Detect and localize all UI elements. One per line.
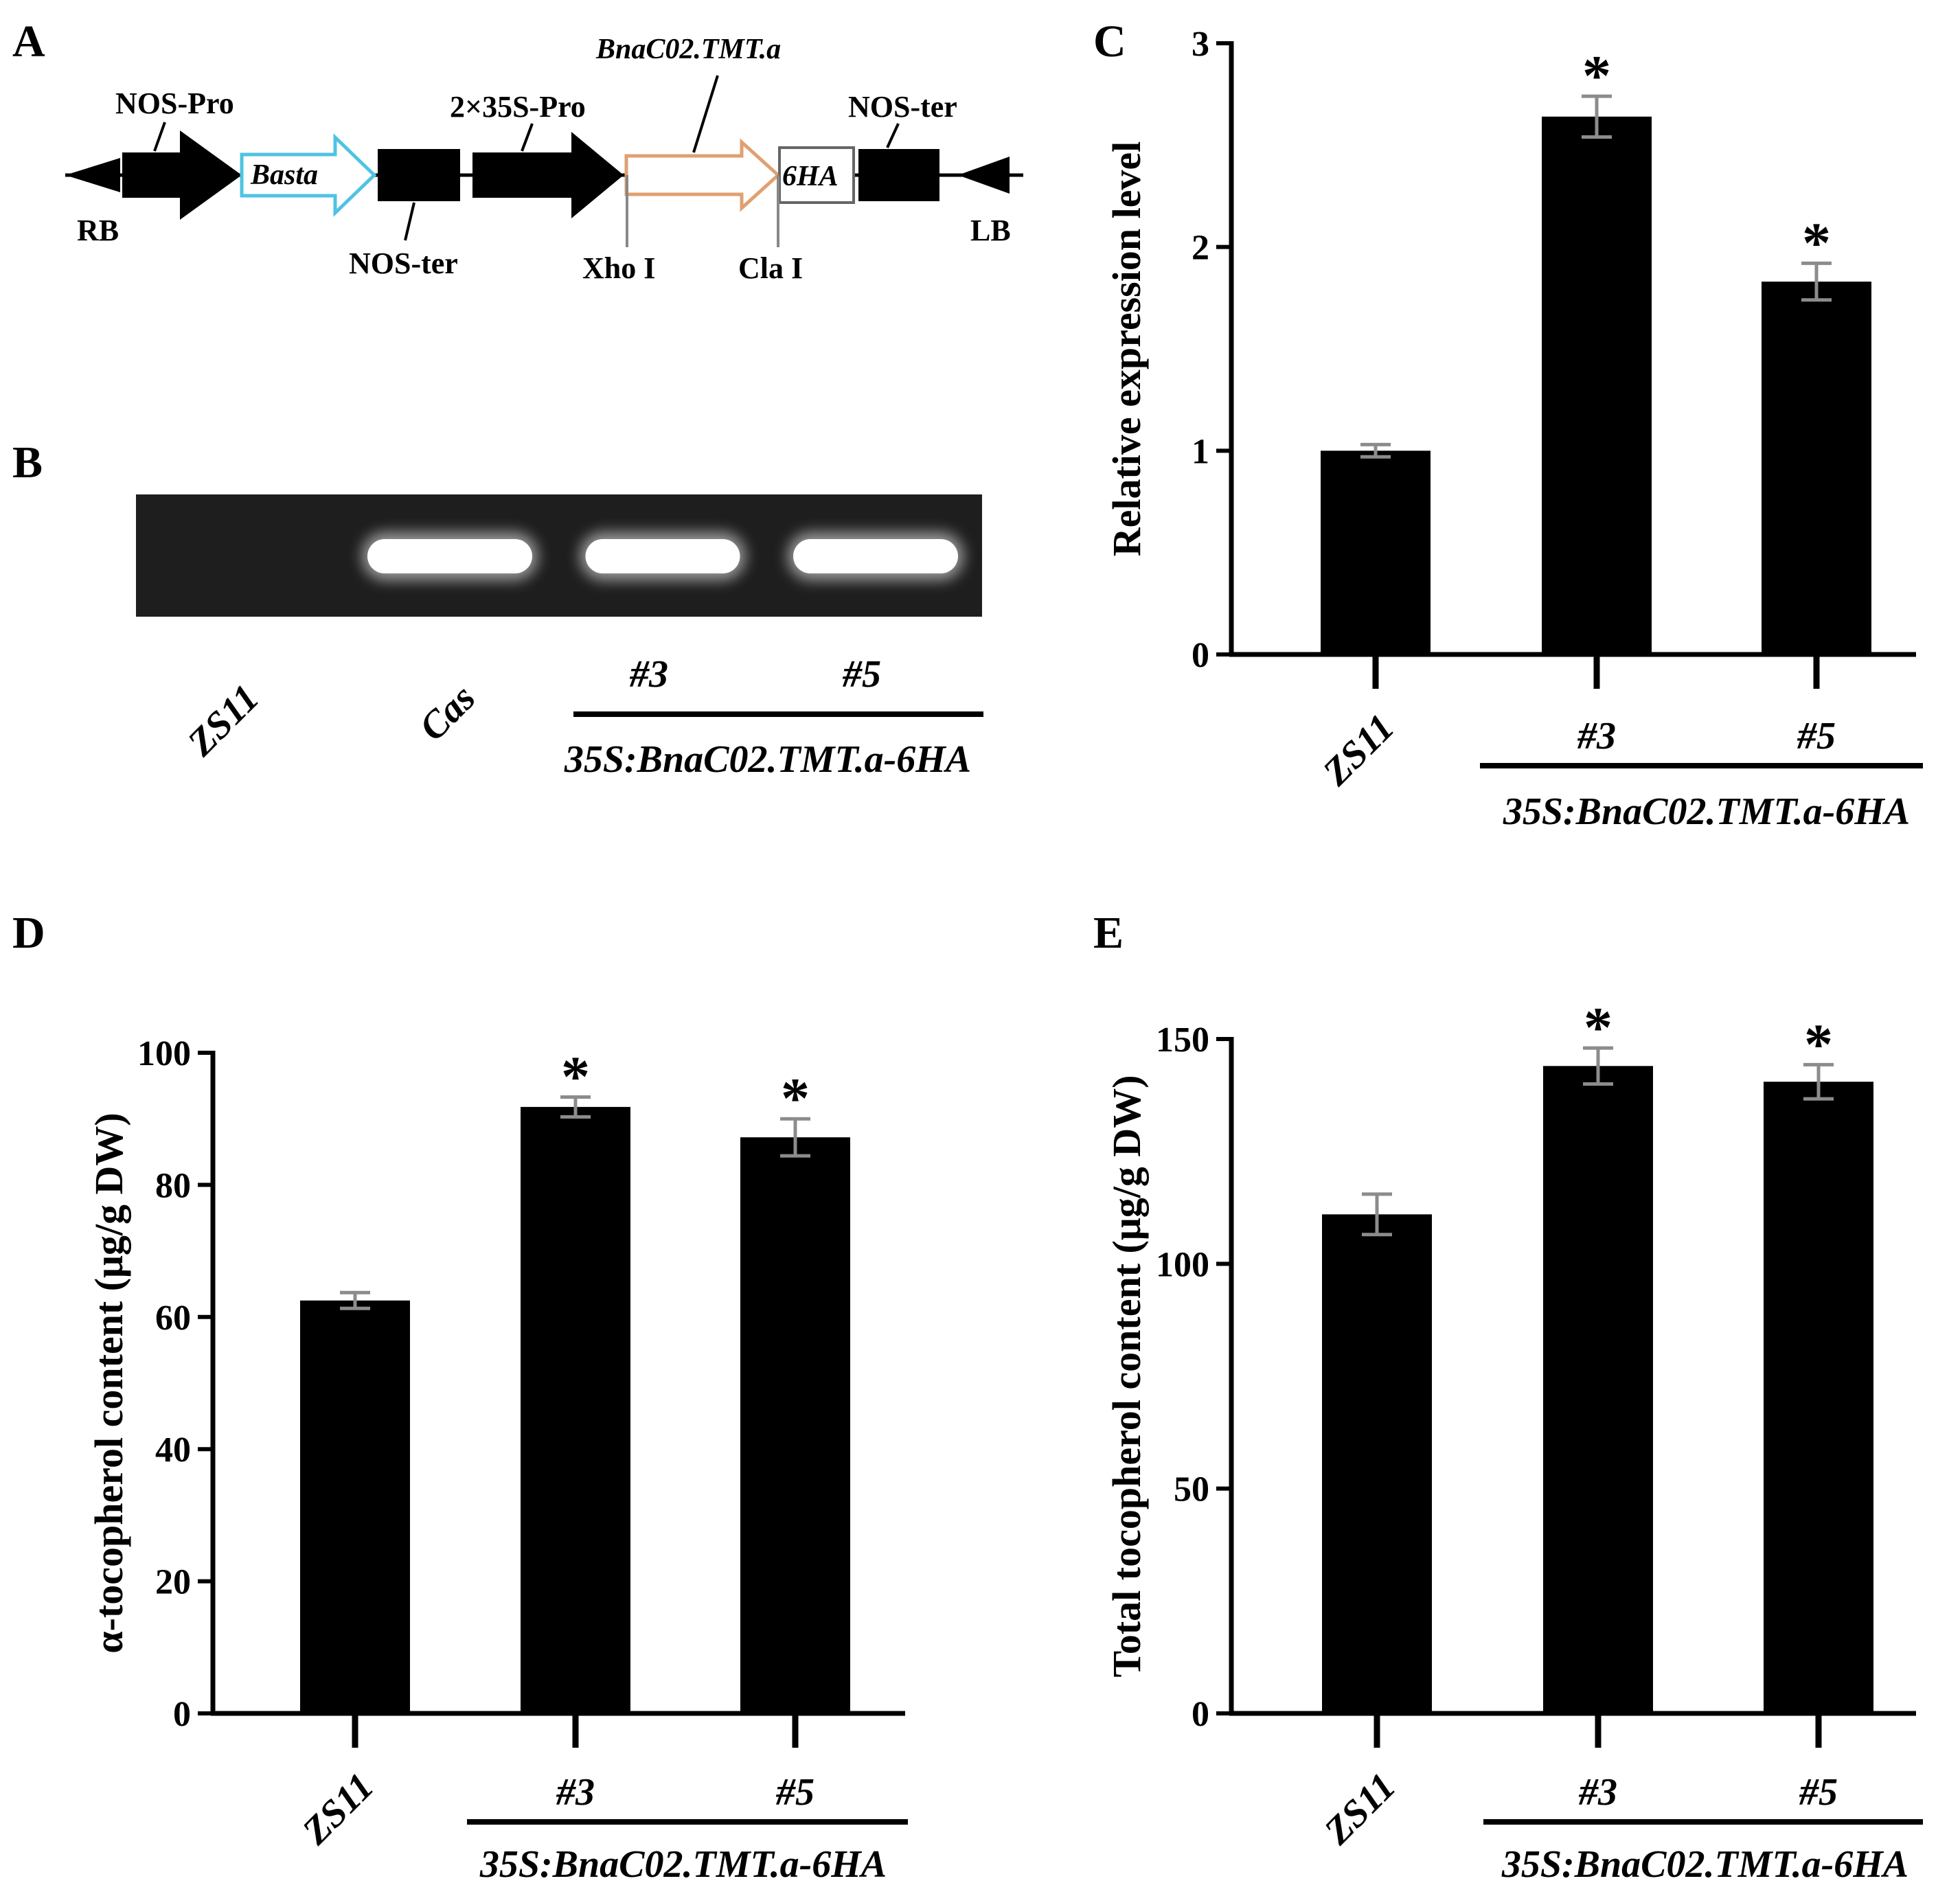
bar-line5 (1764, 1082, 1873, 1713)
nos-pro-arrow (122, 130, 242, 220)
y-tick-label: 1 (1192, 432, 1209, 471)
significance-star: * (1804, 1012, 1833, 1076)
nos-pro-label: NOS-Pro (115, 87, 234, 120)
gel-construct-label: 35S:BnaC02.TMT.a-6HA (564, 738, 971, 781)
lb-label: LB (970, 214, 1011, 247)
significance-star: * (1582, 44, 1611, 108)
pro-35s-arrow (472, 132, 624, 218)
xho-label: Xho I (582, 251, 655, 285)
panel-label-a: A (12, 16, 45, 67)
rb-label: RB (77, 214, 119, 247)
y-tick-label: 50 (1174, 1470, 1209, 1509)
y-axis-label: α-tocopherol content (μg/g DW) (87, 1113, 131, 1653)
construct-label: 35S:BnaC02.TMT.a-6HA (479, 1843, 887, 1886)
nos-ter-box-1 (378, 149, 460, 201)
y-tick-label: 100 (1156, 1245, 1209, 1284)
y-tick-label: 0 (1192, 1695, 1209, 1734)
nos-ter-bottom-label: NOS-ter (349, 247, 458, 280)
y-tick-label: 3 (1192, 25, 1209, 64)
tag-label: 6HA (782, 161, 839, 192)
error-bar (340, 1290, 370, 1310)
x-category-label: #5 (1797, 715, 1836, 757)
error-bar (1583, 1046, 1613, 1086)
bar-line3 (1543, 1066, 1653, 1713)
chart-c: 0 1 2 3 Relative expression level ZS11 * #3 * #5 3… (1104, 25, 1923, 833)
x-category-label: #5 (775, 1771, 814, 1814)
panel-label-c: C (1093, 16, 1126, 67)
y-tick-label: 150 (1156, 1020, 1209, 1060)
nos-ter-box-2 (858, 149, 939, 201)
y-axis-label: Total tocopherol content (μg/g DW) (1104, 1075, 1149, 1677)
bar-ZS11 (1321, 450, 1431, 654)
gene-leader (692, 75, 719, 153)
gel-image: ZS11 Cas #3 #5 35S:BnaC02.TMT.a-6HA (136, 494, 983, 781)
y-tick-label: 80 (155, 1166, 191, 1205)
lb-border-arrow (958, 157, 1010, 194)
tag-box (778, 146, 855, 204)
y-tick-label: 20 (155, 1563, 191, 1602)
nos-ter-top-label: NOS-ter (848, 90, 957, 124)
x-category-label: #5 (1799, 1771, 1838, 1814)
x-category-label: #3 (1578, 1771, 1617, 1814)
construct-label: 35S:BnaC02.TMT.a-6HA (1501, 1843, 1908, 1886)
x-category-label: ZS11 (294, 1765, 382, 1853)
basta-arrow (240, 133, 377, 217)
gel-band-2 (585, 539, 740, 573)
error-bar (1582, 94, 1612, 139)
gel-band-3 (793, 539, 958, 573)
error-bar (780, 1117, 810, 1158)
gel-lane-label: Cas (411, 676, 483, 749)
x-category-label: ZS11 (1316, 1765, 1404, 1853)
error-bar (1362, 1192, 1392, 1237)
error-bar (1801, 261, 1832, 302)
y-tick-label: 60 (155, 1299, 191, 1338)
nos-ter-top-leader (886, 123, 900, 148)
significance-star: * (781, 1066, 810, 1130)
nos-pro-leader (153, 122, 166, 152)
significance-star: * (561, 1045, 590, 1108)
bar-line3 (1542, 116, 1652, 655)
bar-line5 (740, 1137, 850, 1713)
gel-band-1 (367, 539, 532, 573)
error-bar (560, 1095, 591, 1119)
pro-35s-label: 2×35S-Pro (450, 90, 586, 124)
pro-35s-leader (521, 123, 534, 152)
chart-d: 0 20 40 60 80 100 α-tocopherol content (μg/g D… (87, 1034, 908, 1886)
error-bar (1803, 1062, 1834, 1101)
y-tick-label: 0 (1192, 636, 1209, 675)
cla-label: Cla I (738, 251, 803, 285)
gene-arrow (624, 138, 781, 212)
y-tick-label: 100 (137, 1034, 191, 1073)
construct-diagram: NOS-Pro Basta 2×35S-Pro BnaC02.TMT.a 6HA… (65, 34, 1023, 285)
significance-star: * (1584, 996, 1613, 1060)
error-bar (1360, 442, 1391, 459)
y-tick-label: 2 (1192, 229, 1209, 268)
bar-line3 (521, 1106, 630, 1713)
x-category-label: #3 (1577, 715, 1616, 757)
y-tick-label: 0 (173, 1695, 191, 1734)
x-category-label: #3 (556, 1771, 595, 1814)
y-tick-label: 40 (155, 1430, 191, 1470)
bar-line5 (1762, 282, 1871, 655)
gel-lane-label: #5 (842, 653, 881, 696)
bar-ZS11 (300, 1300, 410, 1713)
gene-label: BnaC02.TMT.a (595, 34, 781, 65)
panel-label-e: E (1093, 908, 1124, 958)
x-category-label: ZS11 (1314, 706, 1402, 794)
significance-star: * (1802, 211, 1831, 275)
panel-label-b: B (12, 437, 43, 488)
construct-label: 35S:BnaC02.TMT.a-6HA (1503, 790, 1910, 833)
bar-ZS11 (1322, 1214, 1432, 1713)
gel-lane-label: #3 (629, 653, 668, 696)
nos-ter-bottom-leader (404, 202, 415, 241)
basta-label: Basta (250, 159, 318, 191)
gel-lane-label: ZS11 (179, 676, 267, 764)
rb-border-arrow (65, 158, 120, 192)
panel-label-d: D (12, 908, 45, 958)
y-axis-label: Relative expression level (1104, 141, 1149, 557)
